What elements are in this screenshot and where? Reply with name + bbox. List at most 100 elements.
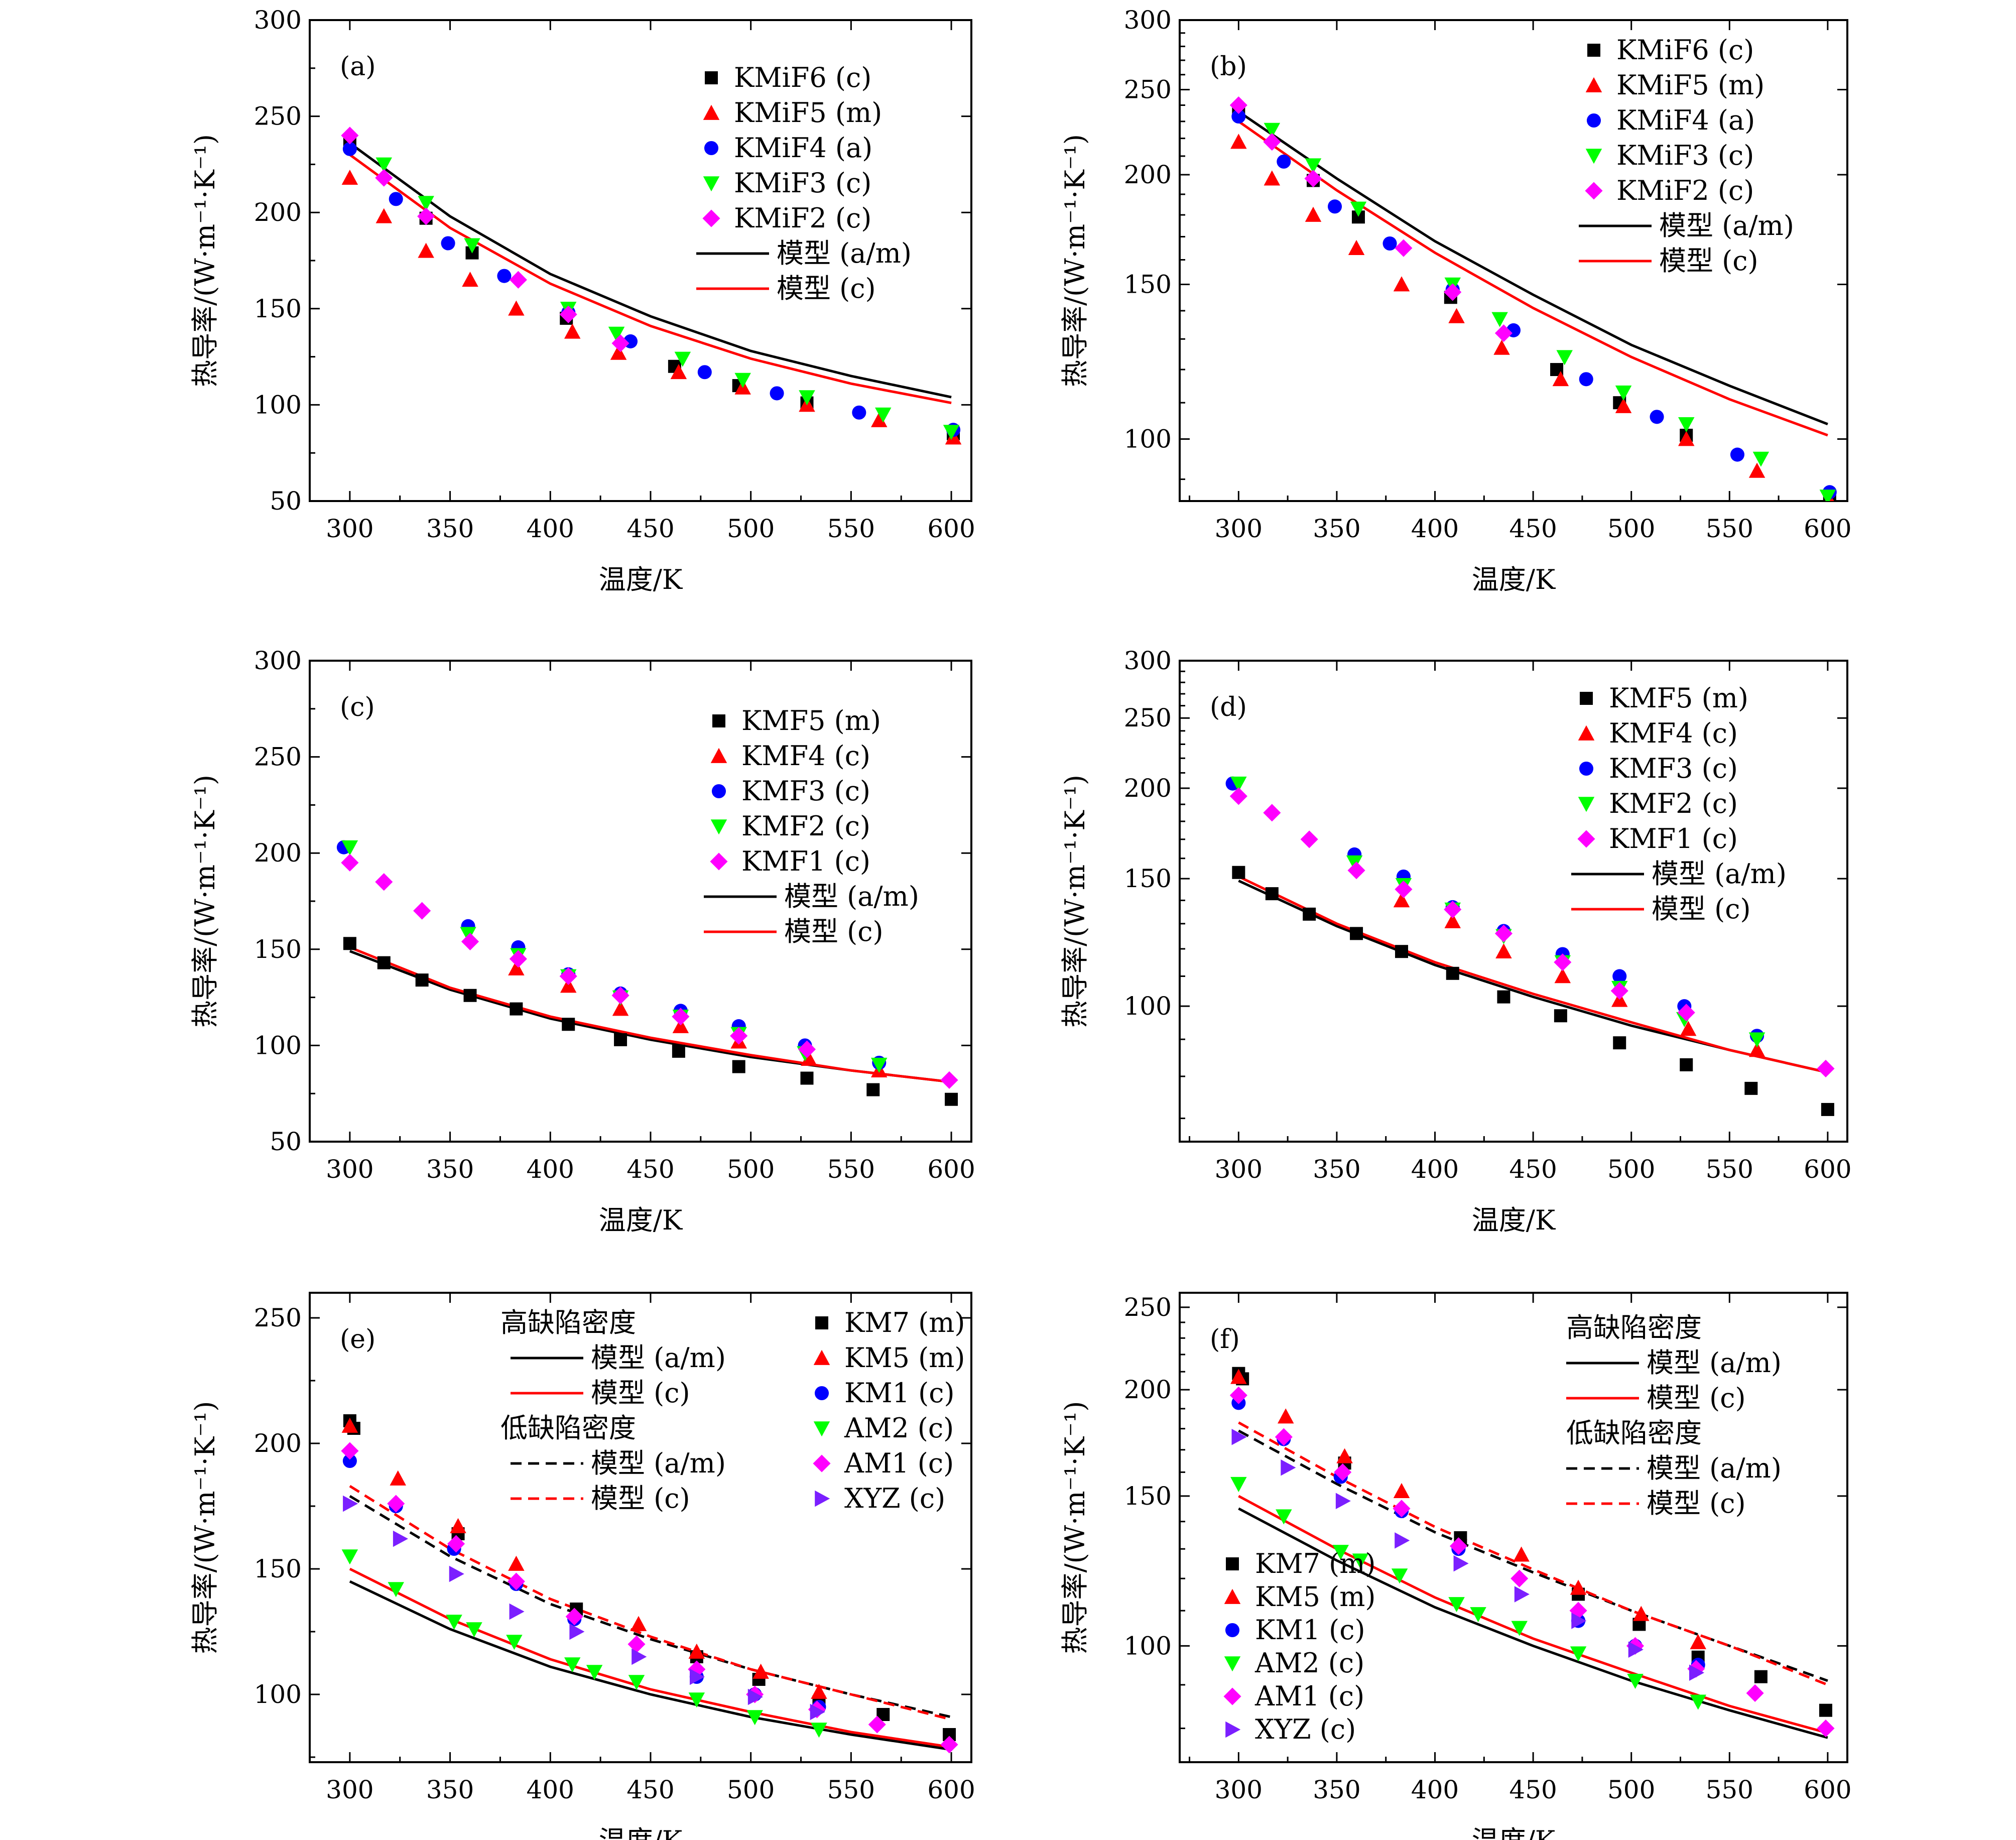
data-point-xyz-c (343, 1495, 358, 1512)
data-point-kmf2-c (341, 840, 358, 855)
data-point-kmf5-m (800, 1071, 814, 1085)
data-point-kmif3-c (1350, 201, 1367, 217)
data-point-kmif2-c (1395, 239, 1413, 257)
y-tick-label: 300 (254, 6, 302, 35)
y-tick-label: 250 (254, 743, 302, 772)
legend-label: KMiF2 (c) (1616, 175, 1754, 206)
legend-label: 模型 (a/m) (1647, 1452, 1782, 1484)
data-point-kmf4-c (1393, 892, 1410, 908)
data-point-kmf5-m (1613, 1036, 1626, 1050)
data-point-am2-c (341, 1549, 358, 1565)
series-line-c-dashed (349, 1485, 952, 1721)
series-line-c (349, 946, 952, 1083)
data-point-km5-m (752, 1663, 769, 1679)
data-point-km5-m (1393, 1483, 1410, 1498)
data-point-kmf5-m (510, 1002, 523, 1016)
data-point-kmif3-c (674, 351, 691, 367)
data-point-kmif3-c (1491, 312, 1508, 327)
data-point-km5-m (1513, 1546, 1530, 1562)
x-axis-title: 温度/K (1472, 1825, 1556, 1840)
x-tick-label: 450 (626, 1155, 674, 1184)
data-point-kmif5-m (871, 412, 888, 427)
legend-label: 模型 (a/m) (591, 1447, 726, 1479)
panel-tag: (c) (340, 692, 375, 722)
legend-label: KMF5 (m) (741, 705, 881, 737)
data-point-kmif2-c (1494, 324, 1513, 342)
y-tick-label: 150 (254, 294, 302, 323)
legend-label: KMiF2 (c) (734, 202, 871, 234)
data-point-kmif2-c (1304, 170, 1322, 188)
legend-marker (705, 71, 718, 84)
x-tick-label: 400 (1411, 514, 1459, 543)
y-axis-title: 热导率/(W·m⁻¹·K⁻¹) (1059, 134, 1091, 387)
x-tick-label: 600 (927, 1155, 975, 1184)
data-point-kmf5-m (1821, 1102, 1834, 1116)
plot-area (341, 127, 962, 445)
y-axis-title: 热导率/(W·m⁻¹·K⁻¹) (189, 1401, 221, 1654)
data-point-am2-c (1448, 1597, 1465, 1613)
x-tick-label: 400 (527, 1155, 574, 1184)
data-point-am2-c (1230, 1477, 1247, 1492)
data-point-km5-m (1690, 1634, 1706, 1649)
legend-marker (1577, 830, 1595, 848)
legend: KM7 (m)KM5 (m)KM1 (c)AM2 (c)AM1 (c)XYZ (… (1223, 1548, 1376, 1745)
data-point-kmf1-c (1263, 804, 1281, 822)
y-tick-label: 150 (254, 935, 302, 964)
data-point-am1-c (1393, 1500, 1411, 1518)
data-point-am1-c (1510, 1569, 1529, 1587)
data-point-kmf1-c (611, 987, 629, 1005)
x-tick-label: 300 (326, 1155, 373, 1184)
legend: KMF5 (m)KMF4 (c)KMF3 (c)KMF2 (c)KMF1 (c)… (704, 705, 919, 947)
data-point-kmif5-m (1305, 206, 1322, 222)
legend-label: KM5 (m) (844, 1342, 965, 1374)
data-point-kmf5-m (614, 1033, 627, 1046)
data-point-kmif2-c (1263, 133, 1281, 151)
legend-label: 模型 (a/m) (1647, 1347, 1782, 1379)
legend-marker (1224, 1588, 1241, 1604)
data-point-kmif3-c (1264, 122, 1281, 138)
data-point-km5-m (811, 1683, 827, 1699)
data-point-kmf5-m (1680, 1058, 1693, 1071)
y-tick-label: 100 (1124, 992, 1172, 1021)
data-point-kmif5-m (564, 323, 581, 339)
data-point-kmf3-c (1612, 969, 1627, 984)
data-point-kmif3-c (1556, 350, 1573, 365)
legend-marker (1225, 1721, 1241, 1738)
data-point-kmf1-c (1817, 1059, 1835, 1078)
x-tick-label: 350 (1313, 1155, 1360, 1184)
data-point-kmif5-m (610, 344, 627, 360)
series-line-a-m (1237, 110, 1828, 426)
data-point-kmif2-c (559, 305, 577, 323)
y-tick-label: 200 (1124, 774, 1172, 803)
data-point-am2-c (1391, 1568, 1408, 1584)
legend-marker (703, 104, 720, 120)
y-tick-label: 200 (254, 838, 302, 868)
data-point-am2-c (446, 1615, 462, 1630)
x-tick-label: 350 (1313, 1775, 1360, 1804)
data-point-kmf4-c (508, 960, 525, 975)
legend-label: AM2 (c) (844, 1412, 954, 1444)
legend-label: KMF3 (c) (1609, 753, 1738, 784)
legend-label: 模型 (c) (777, 273, 876, 304)
data-point-xyz-c (810, 1703, 825, 1721)
x-tick-label: 350 (426, 514, 474, 543)
data-point-km5-m (1570, 1579, 1587, 1595)
legend-label: KM7 (m) (844, 1307, 965, 1338)
data-point-am1-c (1746, 1684, 1764, 1702)
x-tick-label: 600 (1804, 1775, 1851, 1804)
data-point-xyz-c (509, 1603, 525, 1620)
data-point-kmif3-c (1305, 158, 1322, 174)
data-point-kmif3-c (734, 373, 751, 388)
data-point-kmif5-m (1393, 276, 1410, 292)
legend-label: KMF2 (c) (1609, 788, 1738, 819)
legend-marker (1585, 182, 1603, 200)
data-point-xyz-c (1514, 1586, 1530, 1603)
data-point-kmif4-a (1231, 109, 1246, 124)
data-point-xyz-c (1335, 1493, 1351, 1510)
y-tick-label: 250 (1124, 1293, 1172, 1322)
x-tick-label: 500 (727, 514, 775, 543)
legend-marker (712, 714, 725, 727)
plot-area (336, 840, 958, 1106)
data-point-kmf4-c (1748, 1042, 1766, 1057)
